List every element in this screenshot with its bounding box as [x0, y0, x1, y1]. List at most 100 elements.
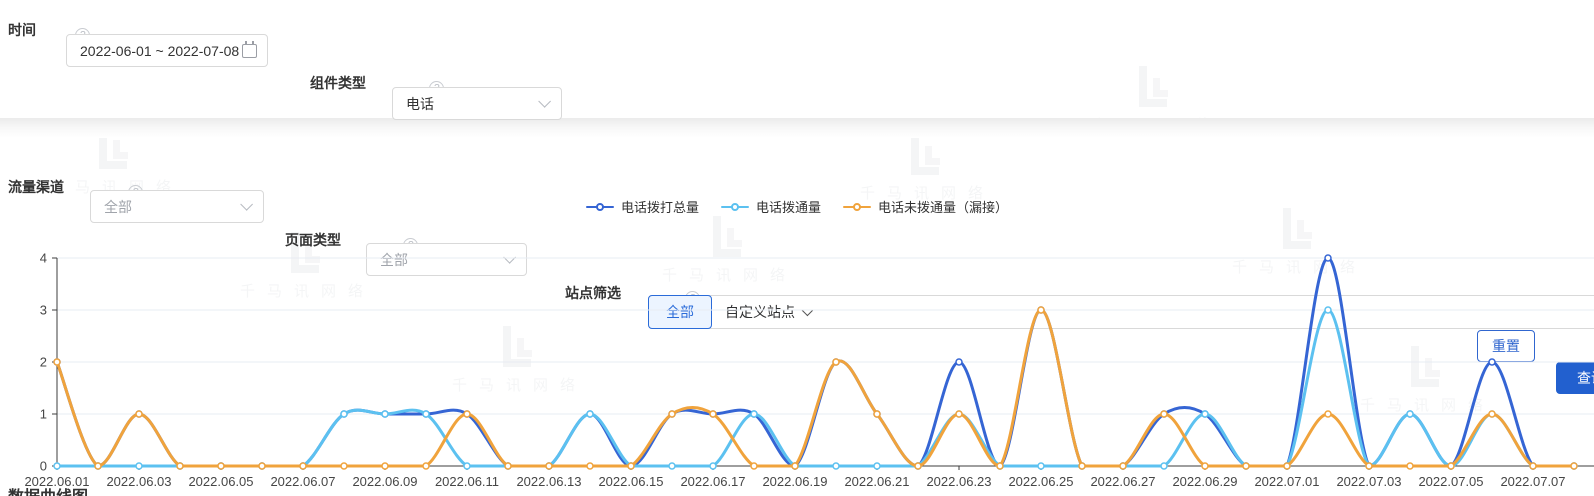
data-point[interactable]: [135, 462, 143, 470]
data-point[interactable]: [627, 462, 635, 470]
calendar-icon: [242, 40, 257, 58]
data-point[interactable]: [832, 462, 840, 470]
data-point[interactable]: [1488, 410, 1496, 418]
data-point[interactable]: [1037, 462, 1045, 470]
data-point[interactable]: [504, 462, 512, 470]
legend-item-3[interactable]: 电话未拨通量（漏接）: [843, 197, 1008, 216]
data-point[interactable]: [1160, 410, 1168, 418]
data-point[interactable]: [1119, 462, 1127, 470]
data-point[interactable]: [299, 462, 307, 470]
data-point[interactable]: [586, 410, 594, 418]
data-point[interactable]: [53, 462, 61, 470]
y-axis-tick-label: 2: [40, 355, 47, 370]
watermark-logo-icon: [911, 134, 940, 175]
data-point[interactable]: [1283, 462, 1291, 470]
data-point[interactable]: [1570, 462, 1578, 470]
component-type-select[interactable]: 电话: [392, 87, 562, 120]
x-axis-tick-label: 2022.06.25: [1008, 474, 1073, 489]
data-point[interactable]: [135, 410, 143, 418]
data-point[interactable]: [1447, 462, 1455, 470]
data-point[interactable]: [832, 358, 840, 366]
watermark-logo-icon: [1139, 66, 1168, 107]
data-point[interactable]: [1488, 358, 1496, 366]
data-point[interactable]: [381, 462, 389, 470]
date-range-value: 2022-06-01 ~ 2022-07-08: [80, 42, 240, 59]
data-point[interactable]: [668, 462, 676, 470]
y-axis-tick-label: 4: [40, 251, 47, 266]
data-point[interactable]: [1160, 462, 1168, 470]
x-axis-tick-label: 2022.06.19: [762, 474, 827, 489]
panel-title: 数据曲线图: [8, 483, 1594, 496]
data-point[interactable]: [1324, 410, 1332, 418]
data-point[interactable]: [340, 462, 348, 470]
data-point[interactable]: [586, 462, 594, 470]
line-chart[interactable]: 0 1 2 3 4 2022.06.01 2022.06.03 2022.06.05 2022.…: [0, 230, 1594, 496]
data-point[interactable]: [873, 462, 881, 470]
chevron-down-icon: [538, 95, 551, 108]
data-point[interactable]: [1324, 254, 1332, 262]
data-point[interactable]: [1078, 462, 1086, 470]
page-type-label: 页面类型: [285, 232, 341, 248]
traffic-channel-select[interactable]: 全部: [90, 190, 264, 223]
data-point[interactable]: [955, 358, 963, 366]
legend-label: 电话拨通量: [755, 200, 821, 215]
chart-legend: 电话拨打总量 电话拨通量 电话未拨通量（漏接）: [0, 197, 1594, 216]
x-axis-tick-label: 2022.06.07: [270, 474, 335, 489]
x-axis-tick-label: 2022.07.01: [1254, 474, 1319, 489]
data-point[interactable]: [1037, 306, 1045, 314]
watermark: 千马讯网络: [48, 128, 183, 197]
data-point[interactable]: [1365, 462, 1373, 470]
data-point[interactable]: [422, 410, 430, 418]
traffic-channel-label: 流量渠道: [8, 179, 64, 195]
data-point[interactable]: [258, 462, 266, 470]
data-point[interactable]: [381, 410, 389, 418]
data-point[interactable]: [709, 410, 717, 418]
data-point[interactable]: [750, 462, 758, 470]
data-point[interactable]: [463, 462, 471, 470]
site-filter-all-button[interactable]: 全部: [648, 295, 712, 329]
x-axis-tick-label: 2022.07.03: [1336, 474, 1401, 489]
query-button[interactable]: 查询: [1556, 362, 1594, 394]
x-axis-tick-label: 2022.07.05: [1418, 474, 1483, 489]
data-point[interactable]: [1324, 306, 1332, 314]
x-axis-tick-label: 2022.06.23: [926, 474, 991, 489]
legend-marker-icon: [720, 202, 749, 211]
data-point[interactable]: [750, 410, 758, 418]
data-point[interactable]: [1242, 462, 1250, 470]
data-point[interactable]: [1406, 462, 1414, 470]
legend-label: 电话未拨通量（漏接）: [878, 200, 1009, 215]
data-point[interactable]: [1201, 410, 1209, 418]
data-point[interactable]: [955, 410, 963, 418]
data-point[interactable]: [463, 410, 471, 418]
data-point[interactable]: [53, 358, 61, 366]
legend-item-1[interactable]: 电话拨打总量: [585, 197, 699, 216]
data-point[interactable]: [94, 462, 102, 470]
x-axis-tick-label: 2022.06.13: [516, 474, 581, 489]
data-point[interactable]: [1529, 462, 1537, 470]
x-axis-tick-label: 2022.07.07: [1500, 474, 1565, 489]
data-point[interactable]: [176, 462, 184, 470]
data-point[interactable]: [1201, 462, 1209, 470]
reset-button[interactable]: 重置: [1477, 330, 1535, 362]
data-point[interactable]: [1406, 410, 1414, 418]
data-point[interactable]: [422, 462, 430, 470]
data-point[interactable]: [709, 462, 717, 470]
chevron-down-icon: [240, 198, 253, 211]
y-axis-tick-label: 0: [40, 459, 47, 474]
data-point[interactable]: [996, 462, 1004, 470]
data-point[interactable]: [340, 410, 348, 418]
data-point[interactable]: [668, 410, 676, 418]
legend-item-2[interactable]: 电话拨通量: [720, 197, 821, 216]
data-point[interactable]: [791, 462, 799, 470]
traffic-channel-value: 全部: [104, 198, 132, 215]
x-axis-tick-label: 2022.06.27: [1090, 474, 1155, 489]
data-point[interactable]: [873, 410, 881, 418]
site-filter-custom-button[interactable]: 自定义站点: [711, 296, 824, 328]
x-axis-tick-label: 2022.06.01: [24, 474, 89, 489]
page-type-select[interactable]: 全部: [366, 243, 527, 276]
data-point[interactable]: [545, 462, 553, 470]
date-range-input[interactable]: 2022-06-01 ~ 2022-07-08: [66, 34, 268, 67]
data-point[interactable]: [914, 462, 922, 470]
y-axis-tick-label: 3: [40, 303, 47, 318]
data-point[interactable]: [217, 462, 225, 470]
